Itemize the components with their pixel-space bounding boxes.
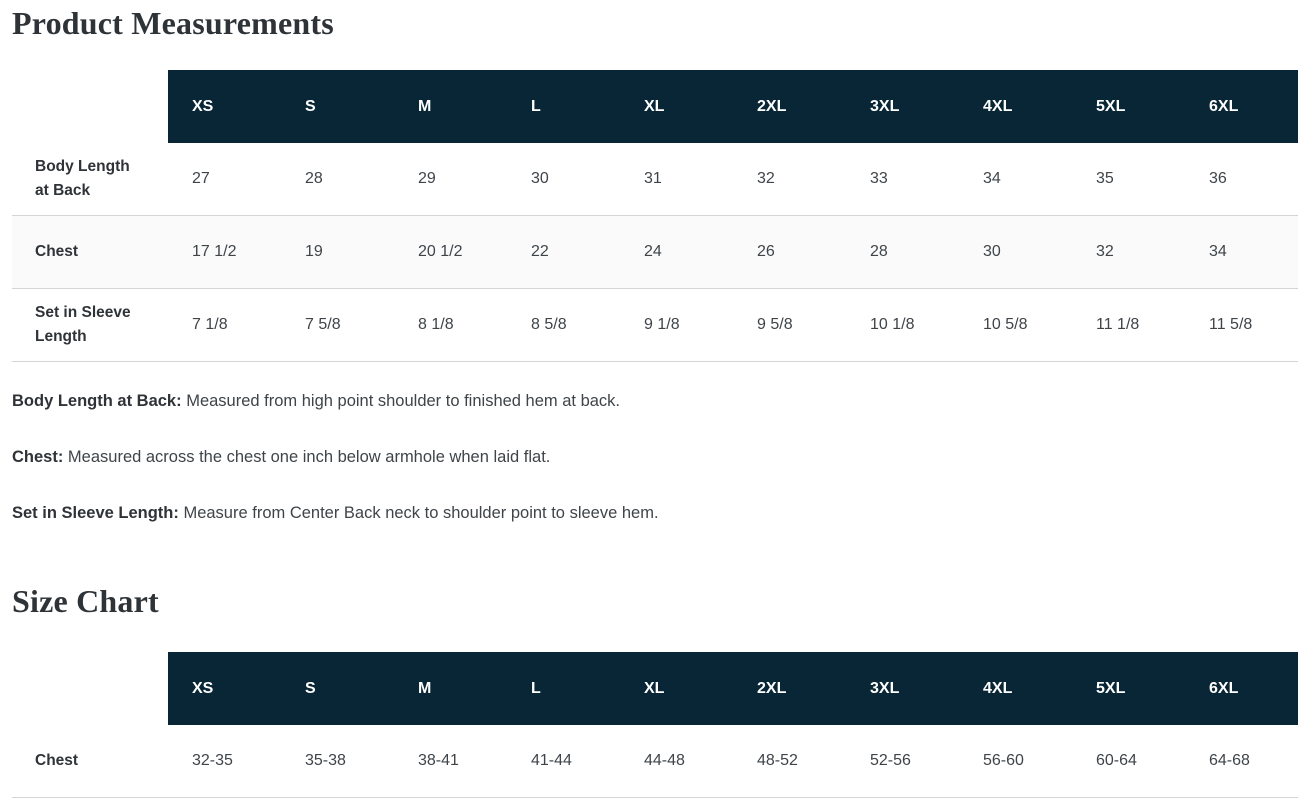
table-header-row: XS S M L XL 2XL 3XL 4XL 5XL 6XL bbox=[12, 70, 1298, 143]
size-column-header: 6XL bbox=[1185, 70, 1298, 143]
note-definition: Measured from high point shoulder to fin… bbox=[181, 392, 621, 410]
note-definition: Measure from Center Back neck to shoulde… bbox=[178, 504, 659, 522]
note-term: Set in Sleeve Length: bbox=[12, 504, 179, 522]
measurement-value: 28 bbox=[305, 170, 323, 187]
size-column-header: L bbox=[507, 652, 620, 725]
measurement-value: 10 5/8 bbox=[983, 316, 1028, 333]
size-column-header: XS bbox=[168, 652, 281, 725]
measurement-value: 29 bbox=[418, 170, 436, 187]
size-column-header: S bbox=[281, 652, 394, 725]
measurement-value: 24 bbox=[644, 243, 662, 260]
measurement-value: 48-52 bbox=[757, 752, 798, 769]
measurement-value: 30 bbox=[531, 170, 549, 187]
note-sleeve-length: Set in Sleeve Length: Measure from Cente… bbox=[12, 502, 1298, 524]
note-body-length: Body Length at Back: Measured from high … bbox=[12, 390, 1298, 412]
measurement-value: 28 bbox=[870, 243, 888, 260]
measurement-value: 44-48 bbox=[644, 752, 685, 769]
table-row: Chest 32-35 35-38 38-41 41-44 44-48 48-52 52-56… bbox=[12, 725, 1298, 798]
measurement-value: 60-64 bbox=[1096, 752, 1137, 769]
measurement-value: 10 1/8 bbox=[870, 316, 915, 333]
measurement-value: 64-68 bbox=[1209, 752, 1250, 769]
size-column-header: XS bbox=[168, 70, 281, 143]
table-corner-cell bbox=[12, 652, 168, 725]
measurement-value: 52-56 bbox=[870, 752, 911, 769]
size-chart-title: Size Chart bbox=[12, 583, 159, 619]
measurement-value: 11 5/8 bbox=[1209, 316, 1253, 333]
measurement-value: 32-35 bbox=[192, 752, 233, 769]
measurement-value: 41-44 bbox=[531, 752, 572, 769]
table-row: Chest 17 1/2 19 20 1/2 22 24 26 28 30 32 34 bbox=[12, 216, 1298, 289]
measurement-value: 7 5/8 bbox=[305, 316, 341, 333]
size-chart-table: XS S M L XL 2XL 3XL 4XL 5XL 6XL Chest 32-35 35-38 38-… bbox=[12, 652, 1298, 798]
size-column-header: 2XL bbox=[733, 652, 846, 725]
measurement-value: 11 1/8 bbox=[1096, 316, 1140, 333]
note-chest: Chest: Measured across the chest one inc… bbox=[12, 446, 1298, 468]
measurement-value: 56-60 bbox=[983, 752, 1024, 769]
measurement-value: 9 5/8 bbox=[757, 316, 793, 333]
note-term: Chest: bbox=[12, 448, 64, 466]
measurement-value: 26 bbox=[757, 243, 775, 260]
measurement-value: 22 bbox=[531, 243, 549, 260]
size-column-header: M bbox=[394, 652, 507, 725]
size-column-header: 6XL bbox=[1185, 652, 1298, 725]
measurement-value: 17 1/2 bbox=[192, 243, 237, 260]
row-label: Set in Sleeve Length bbox=[35, 304, 131, 345]
size-column-header: 2XL bbox=[733, 70, 846, 143]
measurement-value: 8 5/8 bbox=[531, 316, 567, 333]
size-column-header: 3XL bbox=[846, 70, 959, 143]
size-column-header: L bbox=[507, 70, 620, 143]
table-row: Set in Sleeve Length 7 1/8 7 5/8 8 1/8 8 5/8… bbox=[12, 289, 1298, 362]
measurement-value: 34 bbox=[983, 170, 1001, 187]
size-column-header: 4XL bbox=[959, 652, 1072, 725]
measurement-value: 38-41 bbox=[418, 752, 459, 769]
table-row: Body Length at Back 27 28 29 30 31 32 33 34 35 36 bbox=[12, 143, 1298, 216]
measurement-value: 8 1/8 bbox=[418, 316, 454, 333]
measurement-value: 34 bbox=[1209, 243, 1227, 260]
measurement-value: 27 bbox=[192, 170, 210, 187]
measurement-value: 35-38 bbox=[305, 752, 346, 769]
measurement-value: 35 bbox=[1096, 170, 1114, 187]
table-corner-cell bbox=[12, 70, 168, 143]
measurement-value: 32 bbox=[1096, 243, 1114, 260]
table-header-row: XS S M L XL 2XL 3XL 4XL 5XL 6XL bbox=[12, 652, 1298, 725]
note-definition: Measured across the chest one inch below… bbox=[63, 448, 551, 466]
note-term: Body Length at Back: bbox=[12, 392, 182, 410]
measurement-value: 36 bbox=[1209, 170, 1227, 187]
size-column-header: M bbox=[394, 70, 507, 143]
measurement-value: 31 bbox=[644, 170, 662, 187]
measurement-notes: Body Length at Back: Measured from high … bbox=[12, 390, 1298, 524]
size-column-header: S bbox=[281, 70, 394, 143]
size-column-header: XL bbox=[620, 70, 733, 143]
row-label: Body Length at Back bbox=[35, 158, 130, 199]
row-label: Chest bbox=[35, 243, 79, 260]
measurement-value: 32 bbox=[757, 170, 775, 187]
measurement-value: 33 bbox=[870, 170, 888, 187]
size-column-header: 5XL bbox=[1072, 652, 1185, 725]
measurement-value: 9 1/8 bbox=[644, 316, 680, 333]
size-column-header: 5XL bbox=[1072, 70, 1185, 143]
measurement-value: 19 bbox=[305, 243, 323, 260]
size-column-header: XL bbox=[620, 652, 733, 725]
product-measurements-table: XS S M L XL 2XL 3XL 4XL 5XL 6XL Body Length at Bac… bbox=[12, 70, 1298, 362]
row-label: Chest bbox=[35, 752, 79, 769]
measurement-value: 20 1/2 bbox=[418, 243, 463, 260]
size-column-header: 4XL bbox=[959, 70, 1072, 143]
size-column-header: 3XL bbox=[846, 652, 959, 725]
product-measurements-title: Product Measurements bbox=[12, 5, 334, 41]
measurement-value: 30 bbox=[983, 243, 1001, 260]
measurement-value: 7 1/8 bbox=[192, 316, 228, 333]
